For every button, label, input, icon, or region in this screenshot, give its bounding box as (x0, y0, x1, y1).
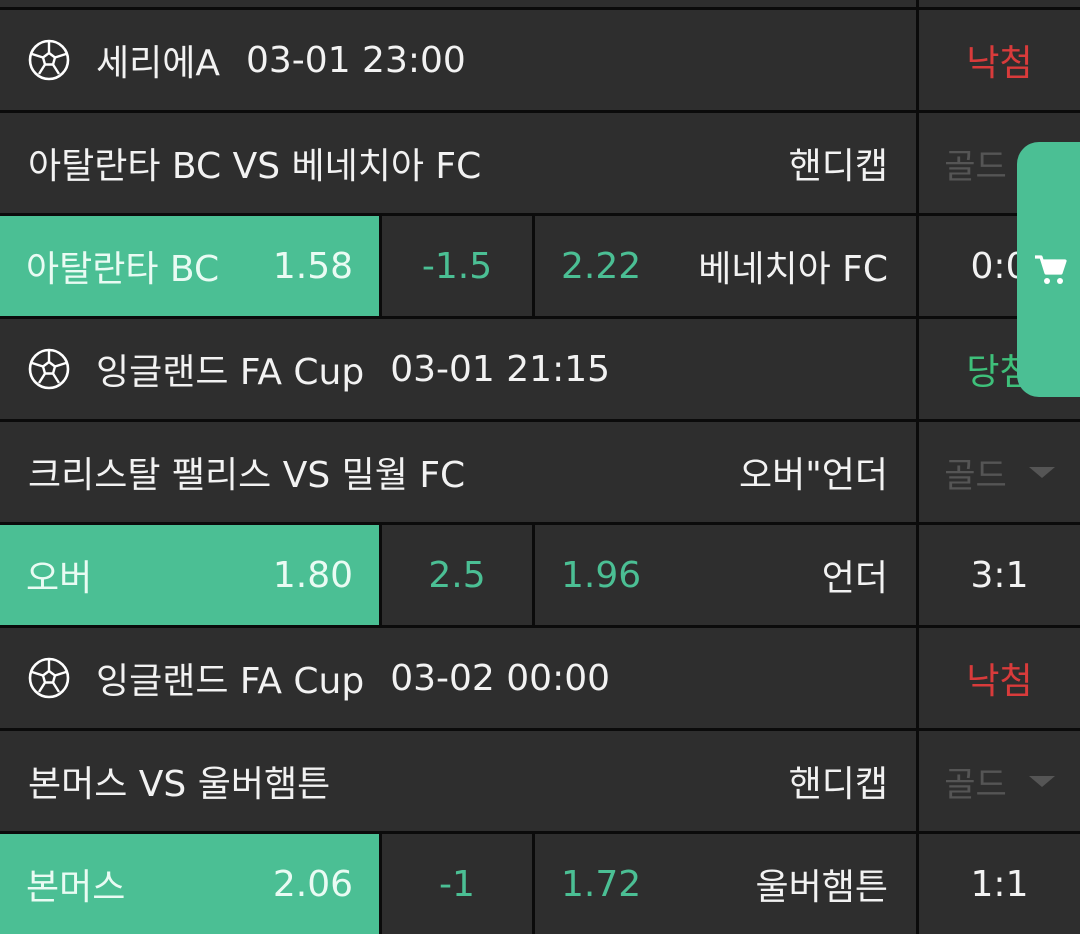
home-odds-button[interactable]: 오버 1.80 (0, 525, 379, 625)
match-title: 아탈란타 BC VS 베네치아 FC (28, 146, 482, 187)
home-label: 아탈란타 BC (26, 249, 220, 290)
match-datetime: 03-01 21:15 (390, 348, 610, 390)
grade-label: 골드 (944, 146, 1007, 187)
league-row: 세리에A 03-01 23:00 낙첨 (0, 10, 1080, 110)
league-name: 잉글랜드 FA Cup (96, 352, 365, 393)
previous-row-edge (0, 0, 1080, 7)
home-odds: 2.06 (272, 863, 353, 905)
league-header: 잉글랜드 FA Cup 03-02 00:00 (0, 628, 916, 728)
match-row: 아탈란타 BC VS 베네치아 FC 핸디캡 골드 (0, 113, 1080, 213)
league-row: 잉글랜드 FA Cup 03-02 00:00 낙첨 (0, 628, 1080, 728)
away-odds: 2.22 (561, 245, 642, 287)
league-name: 잉글랜드 FA Cup (96, 661, 365, 702)
chevron-down-icon (1028, 466, 1055, 478)
result-cell: 낙첨 (919, 10, 1080, 110)
chevron-down-icon (1028, 775, 1055, 787)
league-header: 세리에A 03-01 23:00 (0, 10, 916, 110)
score-cell: 1:1 (919, 834, 1080, 934)
home-odds: 1.58 (272, 245, 353, 287)
line-value: -1.5 (421, 245, 493, 287)
match-info: 크리스탈 팰리스 VS 밀월 FC 오버"언더 (0, 422, 916, 522)
cart-button[interactable] (1017, 142, 1080, 397)
away-label: 언더 (821, 558, 888, 599)
match-datetime: 03-02 00:00 (390, 657, 610, 699)
odds-row: 본머스 2.06 -1 1.72 울버햄튼 1:1 (0, 834, 1080, 934)
league-name: 세리에A (96, 43, 220, 84)
match-info: 아탈란타 BC VS 베네치아 FC 핸디캡 (0, 113, 916, 213)
grade-label: 골드 (944, 455, 1007, 496)
match-title: 본머스 VS 울버햄튼 (28, 764, 331, 805)
league-row: 잉글랜드 FA Cup 03-01 21:15 당첨 (0, 319, 1080, 419)
away-odds-button[interactable]: 1.96 언더 (535, 525, 916, 625)
handicap-line: -1.5 (382, 216, 532, 316)
league-header: 잉글랜드 FA Cup 03-01 21:15 (0, 319, 916, 419)
market-type: 오버"언더 (738, 455, 888, 496)
home-label: 오버 (26, 558, 93, 599)
away-odds-button[interactable]: 2.22 베네치아 FC (535, 216, 916, 316)
odds-row: 오버 1.80 2.5 1.96 언더 3:1 (0, 525, 1080, 625)
handicap-line: -1 (382, 834, 532, 934)
away-odds-button[interactable]: 1.72 울버햄튼 (535, 834, 916, 934)
soccer-ball-icon (28, 348, 70, 390)
away-odds: 1.72 (561, 863, 642, 905)
line-value: 2.5 (428, 554, 486, 596)
away-label: 베네치아 FC (698, 249, 888, 290)
home-odds-button[interactable]: 아탈란타 BC 1.58 (0, 216, 379, 316)
cart-icon (1035, 254, 1067, 284)
grade-label: 골드 (944, 764, 1007, 805)
match-datetime: 03-01 23:00 (246, 39, 466, 81)
match-info: 본머스 VS 울버햄튼 핸디캡 (0, 731, 916, 831)
market-type: 핸디캡 (788, 764, 888, 805)
market-type: 핸디캡 (788, 146, 888, 187)
score: 3:1 (970, 554, 1029, 596)
grade-select[interactable]: 골드 (919, 731, 1080, 831)
home-odds-button[interactable]: 본머스 2.06 (0, 834, 379, 934)
score: 1:1 (970, 863, 1029, 905)
match-row: 본머스 VS 울버햄튼 핸디캡 골드 (0, 731, 1080, 831)
match-row: 크리스탈 팰리스 VS 밀월 FC 오버"언더 골드 (0, 422, 1080, 522)
home-label: 본머스 (26, 867, 126, 908)
match-title: 크리스탈 팰리스 VS 밀월 FC (28, 455, 466, 496)
result-status: 낙첨 (966, 661, 1033, 702)
away-label: 울버햄튼 (755, 867, 888, 908)
result-status: 낙첨 (966, 43, 1033, 84)
away-odds: 1.96 (561, 554, 642, 596)
handicap-line: 2.5 (382, 525, 532, 625)
home-odds: 1.80 (272, 554, 353, 596)
line-value: -1 (439, 863, 475, 905)
result-cell: 낙첨 (919, 628, 1080, 728)
score-cell: 3:1 (919, 525, 1080, 625)
grade-select[interactable]: 골드 (919, 422, 1080, 522)
soccer-ball-icon (28, 657, 70, 699)
odds-row: 아탈란타 BC 1.58 -1.5 2.22 베네치아 FC 0:0 (0, 216, 1080, 316)
soccer-ball-icon (28, 39, 70, 81)
